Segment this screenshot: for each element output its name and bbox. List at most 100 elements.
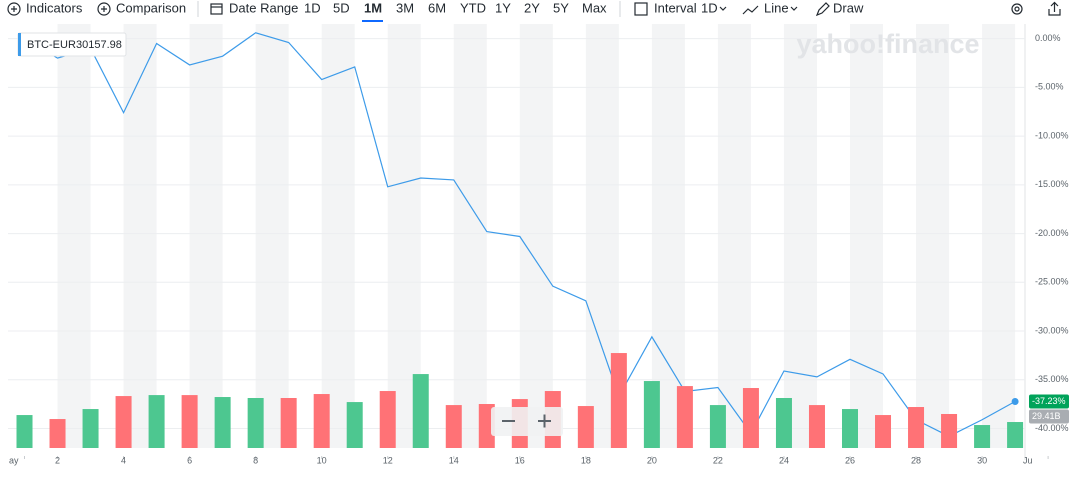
- volume-bar: [610, 353, 627, 448]
- volume-bar: [115, 396, 132, 448]
- range-button[interactable]: Max: [582, 0, 607, 15]
- volume-bar: [808, 405, 825, 448]
- range-button[interactable]: 5Y: [553, 0, 569, 15]
- volume-bar: [775, 398, 792, 448]
- legend-symbol: BTC-EUR: [27, 39, 76, 51]
- range-buttons: 1D 5D 1M 3M 6M YTD 1Y 2Y 5Y Max: [304, 0, 607, 22]
- x-tick-label: 30: [977, 455, 987, 465]
- range-button[interactable]: 1M: [364, 0, 382, 15]
- legend-tag: BTC-EUR 30157.98: [17, 32, 127, 57]
- x-tick-label: 26: [845, 455, 855, 465]
- caret: [719, 6, 727, 11]
- volume-bar: [379, 391, 396, 448]
- comparison-icon-plus: [101, 6, 107, 12]
- x-tick-label: 6: [187, 455, 192, 465]
- range-button[interactable]: 3M: [396, 0, 414, 15]
- y-tick-label: -35.00%: [1035, 374, 1069, 384]
- range-button[interactable]: 6M: [428, 0, 446, 15]
- volume-bar: [445, 405, 462, 448]
- last-value-badge: [1029, 394, 1069, 409]
- settings-icon-hub: [1014, 6, 1020, 12]
- y-tick-label: -30.00%: [1035, 325, 1069, 335]
- x-tick-label: 12: [383, 455, 393, 465]
- y-tick-label: 0.00%: [1035, 33, 1061, 43]
- x-tick-label: 22: [713, 455, 723, 465]
- interval-button[interactable]: Interval: [654, 0, 697, 15]
- range-button[interactable]: 1D: [304, 0, 321, 15]
- chart-style-button[interactable]: Line: [764, 0, 789, 15]
- x-tick-label: 8: [253, 455, 258, 465]
- comparison-icon[interactable]: [97, 2, 111, 16]
- watermark: yahoo!finance: [796, 29, 979, 59]
- x-tick-label: 18: [581, 455, 591, 465]
- calendar-icon[interactable]: [210, 3, 223, 15]
- comparison-button[interactable]: Comparison: [116, 0, 186, 15]
- volume-bar: [280, 398, 297, 448]
- day-band: [255, 24, 289, 448]
- date-range-button[interactable]: Date Range: [229, 0, 298, 15]
- x-tick-label: 4: [121, 455, 126, 465]
- volume-bar: [412, 374, 429, 448]
- legend-swatch: [18, 33, 21, 56]
- caret: [790, 6, 798, 11]
- line-style-icon[interactable]: [742, 5, 759, 15]
- y-tick-label: -15.00%: [1035, 179, 1069, 189]
- day-band: [849, 24, 884, 448]
- day-band: [982, 24, 1016, 448]
- interval-value[interactable]: 1D: [701, 0, 718, 15]
- x-tick-label: 14: [449, 455, 459, 465]
- volume-bar: [478, 404, 495, 448]
- draw-icon[interactable]: [815, 2, 830, 17]
- x-tick-label: 20: [647, 455, 657, 465]
- day-band: [519, 24, 553, 448]
- volume-bar: [643, 381, 660, 448]
- day-band: [123, 24, 157, 448]
- volume-bar: [908, 407, 925, 448]
- indicators-button[interactable]: Indicators: [26, 0, 83, 15]
- y-tick-label: -20.00%: [1035, 228, 1069, 238]
- day-band: [453, 24, 487, 448]
- volume-bar: [1007, 422, 1024, 448]
- y-tick-label: -5.00%: [1035, 82, 1064, 92]
- share-button[interactable]: [1048, 1, 1061, 16]
- y-tick-label: -40.00%: [1035, 423, 1069, 433]
- indicators-icon-plus: [11, 6, 17, 12]
- zoom-controls: [491, 407, 563, 436]
- volume-bar: [577, 406, 594, 448]
- range-button[interactable]: 2Y: [524, 0, 540, 15]
- y-tick-label: -25.00%: [1035, 277, 1069, 287]
- range-button[interactable]: 5D: [333, 0, 350, 15]
- volume-bar: [313, 394, 330, 448]
- settings-button[interactable]: [1011, 3, 1023, 15]
- y-tick-label: -10.00%: [1035, 130, 1069, 140]
- volume-bar: [82, 409, 99, 448]
- draw-button[interactable]: Draw: [833, 0, 864, 15]
- toolbar: Indicators Comparison Date Range 1D 5D 1M 3…: [7, 0, 1061, 22]
- volume-bar: [247, 398, 264, 448]
- zoom-in-button[interactable]: [538, 414, 551, 428]
- volume-bar: [974, 425, 991, 448]
- interval-icon[interactable]: [634, 2, 648, 16]
- price-line: [24, 32, 1016, 437]
- last-value-label: -37.23%: [1032, 396, 1066, 406]
- day-band: [783, 24, 817, 448]
- x-tick-label: 24: [779, 455, 789, 465]
- day-band: [57, 24, 91, 448]
- volume-bar: [148, 395, 165, 448]
- day-band: [916, 24, 950, 448]
- volume-bar: [181, 395, 198, 448]
- zoom-panel: [491, 407, 563, 436]
- x-tick-label: 16: [515, 455, 525, 465]
- last-volume-badge: [1029, 409, 1069, 424]
- plot-area: 0.00% -5.00% -10.00% -15.00% -20.00% -25.00% -…: [8, 24, 1069, 465]
- x-tick-label: ay: [9, 455, 19, 465]
- volume-bar: [875, 415, 892, 448]
- range-button[interactable]: YTD: [460, 0, 486, 15]
- range-button[interactable]: 1Y: [495, 0, 511, 15]
- day-band: [321, 24, 355, 448]
- indicators-icon[interactable]: [7, 2, 21, 16]
- volume-bar: [941, 413, 958, 448]
- volume-bar: [676, 386, 693, 448]
